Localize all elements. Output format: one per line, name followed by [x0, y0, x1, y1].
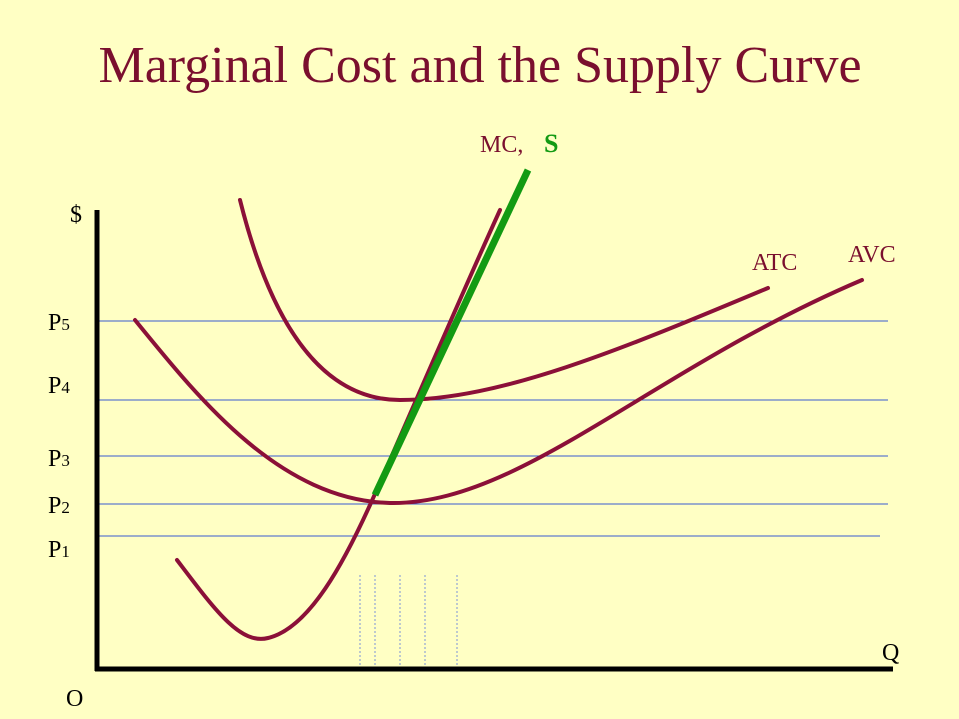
price-subscript: 1 — [61, 542, 70, 561]
avc-label: AVC — [848, 242, 896, 268]
price-label: P1 — [48, 537, 70, 563]
price-label: P2 — [48, 493, 70, 519]
atc-curve — [238, 198, 770, 403]
price-label: P5 — [48, 310, 70, 336]
title: Marginal Cost and the Supply Curve — [98, 37, 861, 94]
atc-label: ATC — [752, 250, 797, 276]
x-axis-label: Q — [882, 640, 899, 666]
price-subscript: 3 — [61, 451, 70, 470]
quantity-lines — [359, 575, 458, 668]
price-label: P3 — [48, 446, 70, 472]
price-letter: P — [48, 310, 61, 336]
supply-label: S — [544, 129, 558, 158]
price-letter: P — [48, 537, 61, 563]
price-subscript: 2 — [61, 498, 70, 517]
price-letter: P — [48, 373, 61, 399]
price-letter: P — [48, 493, 61, 519]
price-subscript: 4 — [61, 378, 70, 397]
price-lines — [97, 320, 888, 537]
mc-label: MC, — [480, 132, 523, 158]
y-axis-label: $ — [70, 202, 82, 228]
price-subscript: 5 — [61, 315, 70, 334]
origin-label: O — [66, 686, 83, 712]
price-label: P4 — [48, 373, 70, 399]
avc-curve — [133, 278, 864, 506]
price-letter: P — [48, 446, 61, 472]
supply-curve — [371, 168, 532, 497]
mc-curve — [175, 208, 502, 641]
